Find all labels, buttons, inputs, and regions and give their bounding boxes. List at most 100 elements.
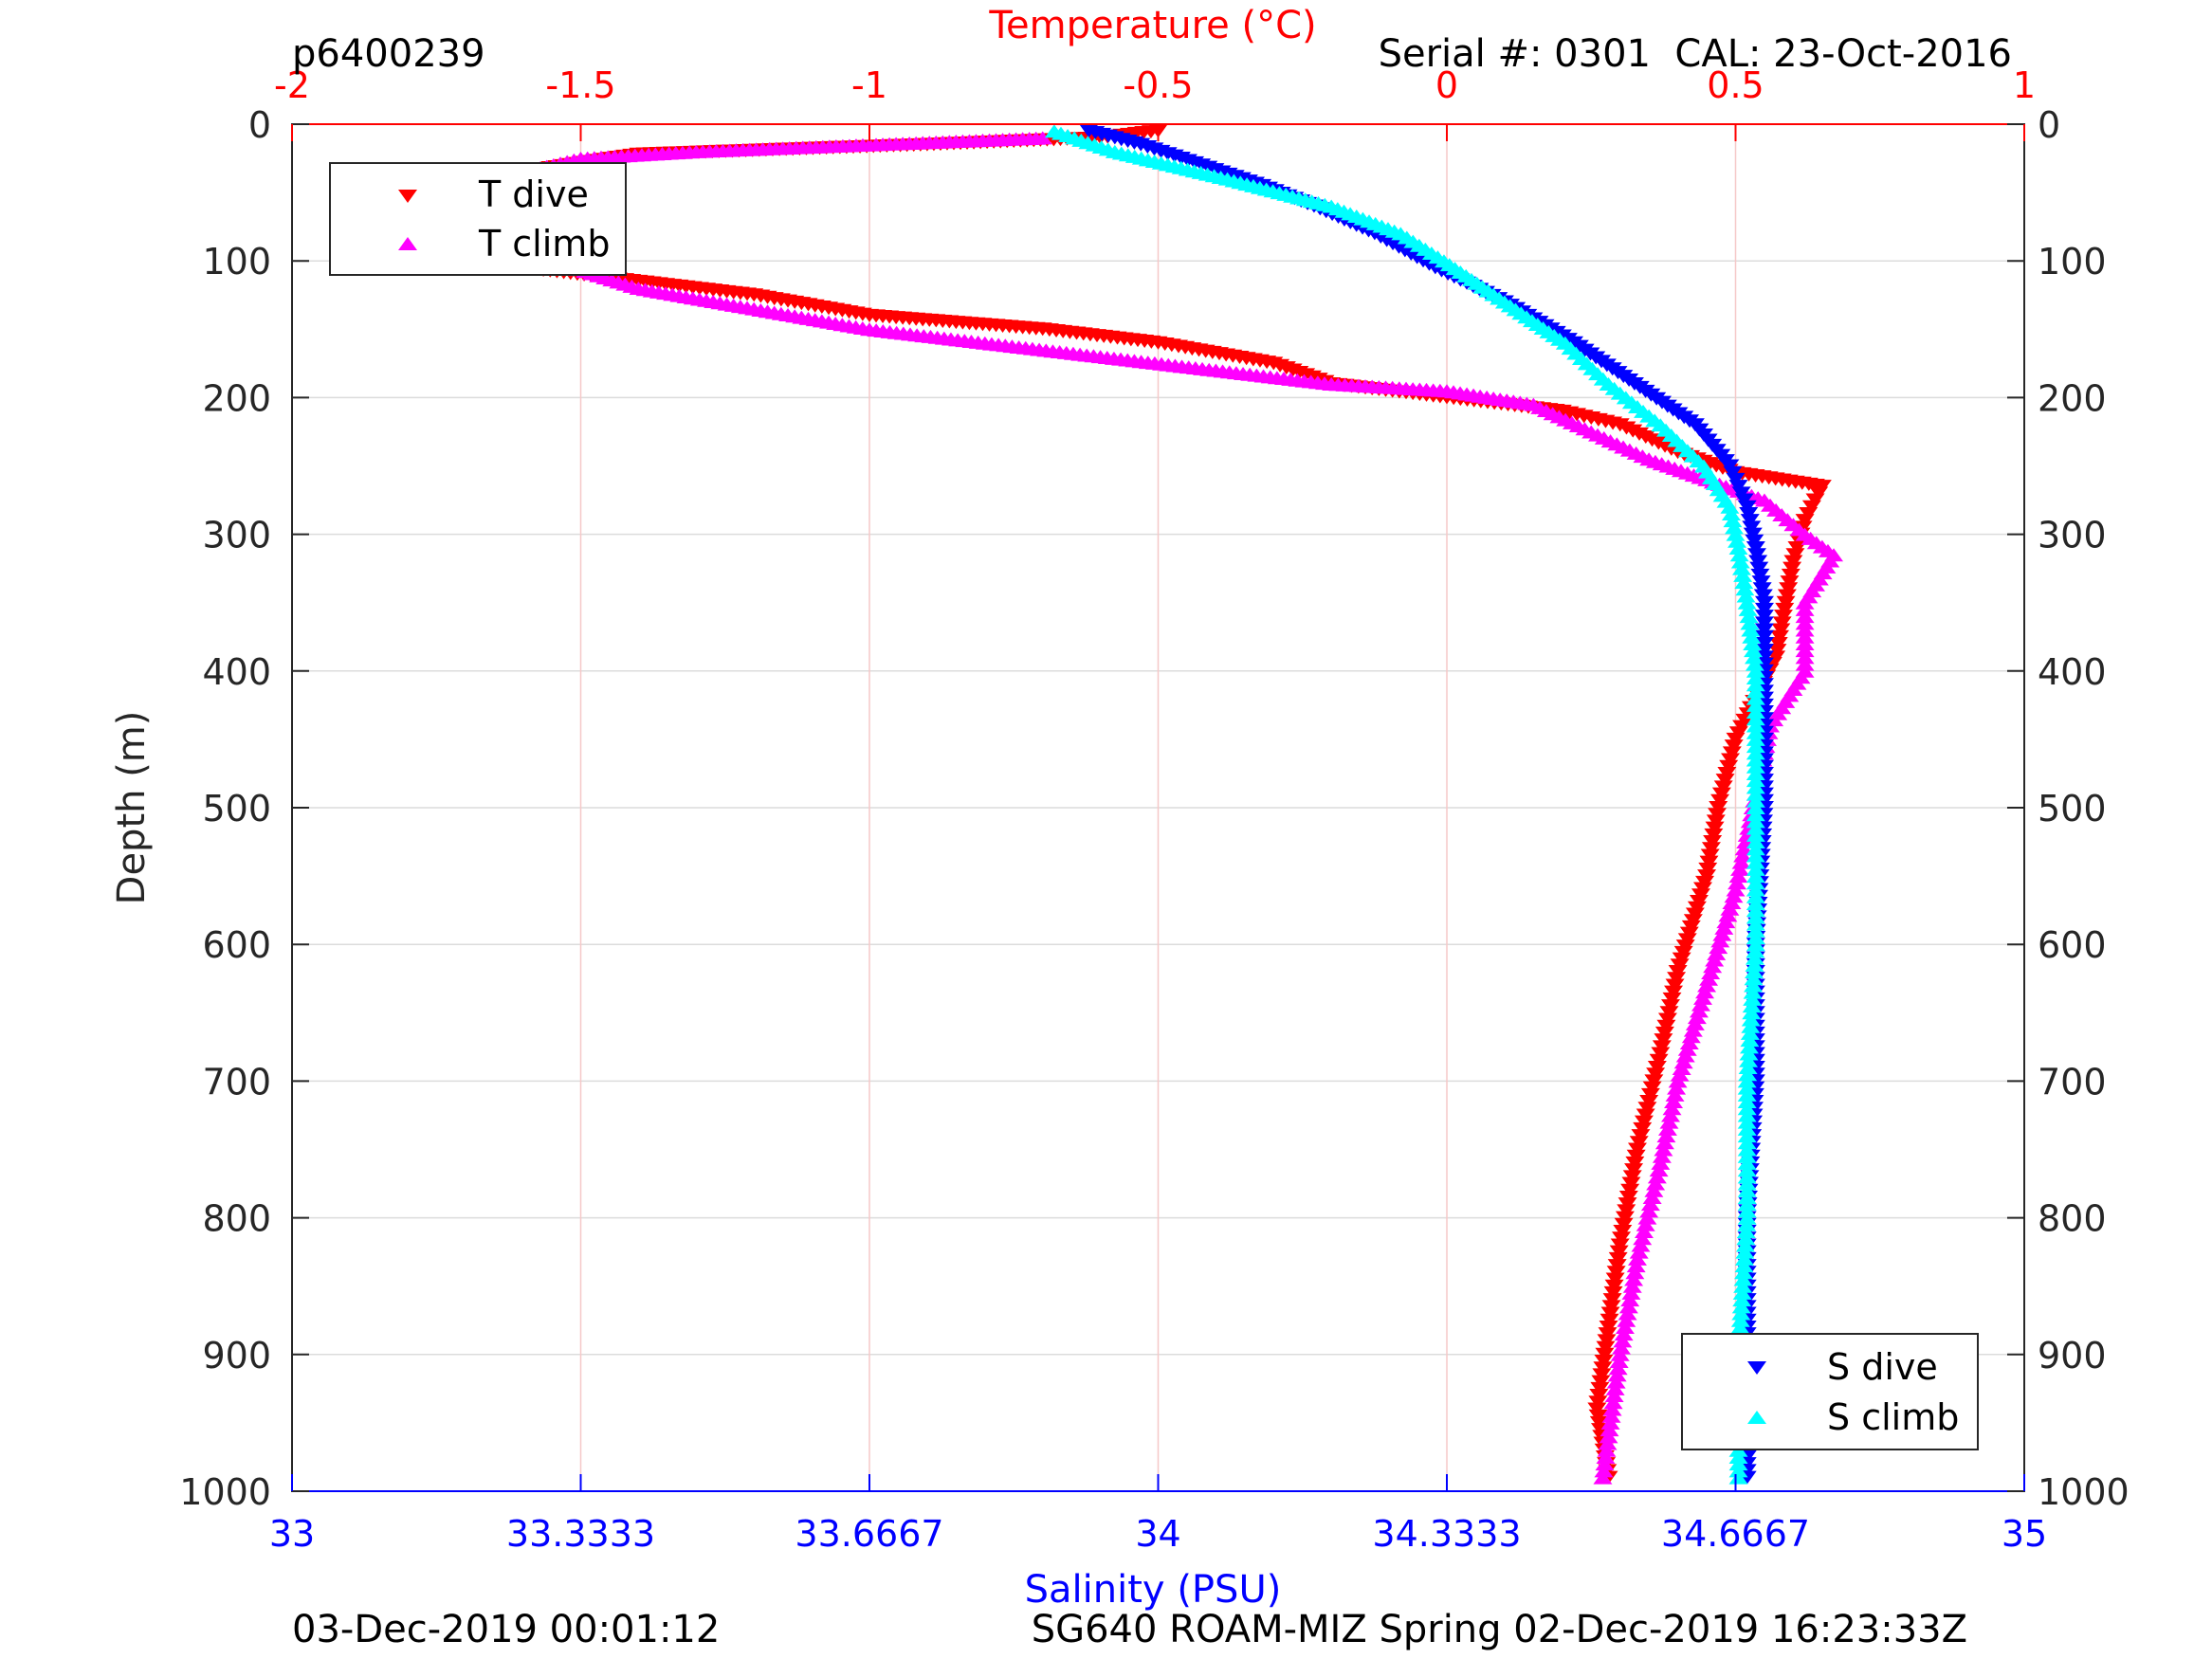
depth-tick-label-right: 300 <box>2038 515 2107 556</box>
marker <box>1600 1313 1619 1327</box>
marker <box>1711 787 1731 801</box>
marker <box>1613 1225 1633 1239</box>
marker <box>1605 1381 1625 1395</box>
marker <box>1782 561 1802 575</box>
marker <box>1724 739 1744 754</box>
marker <box>1660 999 1680 1013</box>
marker <box>1746 787 1765 801</box>
grid <box>292 124 2024 1491</box>
marker <box>1746 808 1765 822</box>
marker <box>1745 951 1764 965</box>
legend-t-dive-marker <box>398 190 417 203</box>
marker <box>1633 1231 1653 1246</box>
marker <box>1746 910 1765 924</box>
marker <box>1594 1355 1614 1369</box>
marker <box>1597 1334 1617 1348</box>
marker <box>1662 992 1682 1006</box>
marker <box>1631 1129 1651 1143</box>
marker <box>1596 1340 1616 1355</box>
marker <box>1695 985 1715 999</box>
depth-tick-label-right: 500 <box>2038 788 2107 830</box>
marker <box>1728 869 1748 884</box>
marker <box>1737 1108 1757 1122</box>
marker <box>1615 1211 1635 1225</box>
marker <box>1795 595 1815 610</box>
marker <box>1751 575 1771 590</box>
salinity-axis-title: Salinity (PSU) <box>1025 1568 1282 1612</box>
marker <box>1722 895 1742 909</box>
marker <box>1637 1211 1657 1225</box>
marker <box>1746 944 1765 958</box>
marker <box>1743 992 1763 1006</box>
marker <box>1744 644 1764 658</box>
marker <box>1746 793 1765 808</box>
marker <box>1737 1204 1757 1218</box>
marker <box>1746 821 1765 835</box>
marker <box>1637 1102 1657 1116</box>
marker <box>1728 534 1747 548</box>
marker <box>1737 1087 1757 1102</box>
marker <box>1737 1102 1757 1116</box>
marker <box>1746 876 1765 890</box>
temperature-tick-label: -1 <box>851 64 887 106</box>
marker <box>1639 1095 1659 1109</box>
marker <box>1737 1136 1757 1150</box>
marker <box>1729 548 1749 562</box>
marker <box>1795 657 1815 671</box>
marker <box>1795 636 1815 650</box>
temperature-tick-label: -0.5 <box>1123 64 1193 106</box>
marker <box>1754 602 1774 616</box>
marker <box>1750 568 1770 582</box>
marker <box>1795 629 1815 644</box>
depth-tick-label-right: 1000 <box>2038 1471 2130 1513</box>
marker <box>1714 921 1734 935</box>
marker <box>1737 1142 1757 1157</box>
marker <box>1746 766 1765 780</box>
marker <box>1748 555 1768 569</box>
marker <box>1593 1361 1613 1376</box>
marker <box>1737 1156 1757 1170</box>
marker <box>1624 1272 1644 1286</box>
marker <box>1704 828 1724 842</box>
marker <box>1633 1121 1653 1136</box>
marker <box>1662 1102 1682 1116</box>
marker <box>1647 1170 1667 1184</box>
salinity-tick-label: 33.3333 <box>506 1513 655 1555</box>
marker <box>1737 1115 1757 1129</box>
depth-tick-label-left: 200 <box>202 377 271 419</box>
marker <box>1598 1436 1618 1450</box>
marker <box>1767 644 1787 658</box>
depth-tick-label-left: 0 <box>248 104 271 146</box>
depth-tick-label-left: 500 <box>202 788 271 830</box>
marker <box>1772 616 1792 630</box>
marker <box>1746 548 1766 562</box>
marker <box>1780 575 1800 590</box>
marker <box>1709 801 1728 814</box>
marker <box>1710 934 1730 948</box>
marker <box>1746 691 1765 705</box>
marker <box>1795 602 1815 616</box>
series-t-climb <box>427 131 1844 1485</box>
marker <box>1736 1225 1756 1239</box>
footer-right-text: SG640 ROAM-MIZ Spring 02-Dec-2019 16:23:… <box>1032 1608 1967 1651</box>
marker <box>1740 514 1760 528</box>
temperature-tick-label: 1 <box>2013 64 2036 106</box>
marker <box>1692 991 1712 1005</box>
depth-tick-label-right: 600 <box>2038 924 2107 966</box>
marker <box>1617 1313 1636 1327</box>
marker <box>1657 1012 1677 1027</box>
marker <box>1736 1231 1756 1246</box>
profile-id: p6400239 <box>292 32 485 76</box>
marker <box>1649 1053 1669 1067</box>
marker <box>1675 1048 1695 1063</box>
marker <box>1604 1279 1624 1293</box>
marker <box>1659 1006 1679 1020</box>
depth-tick-label-right: 900 <box>2038 1335 2107 1376</box>
marker <box>1716 915 1736 929</box>
marker <box>1743 636 1763 650</box>
marker <box>1656 1129 1676 1143</box>
marker <box>1642 1081 1662 1095</box>
marker <box>1726 883 1746 897</box>
marker <box>1742 999 1762 1013</box>
marker <box>1743 527 1763 541</box>
